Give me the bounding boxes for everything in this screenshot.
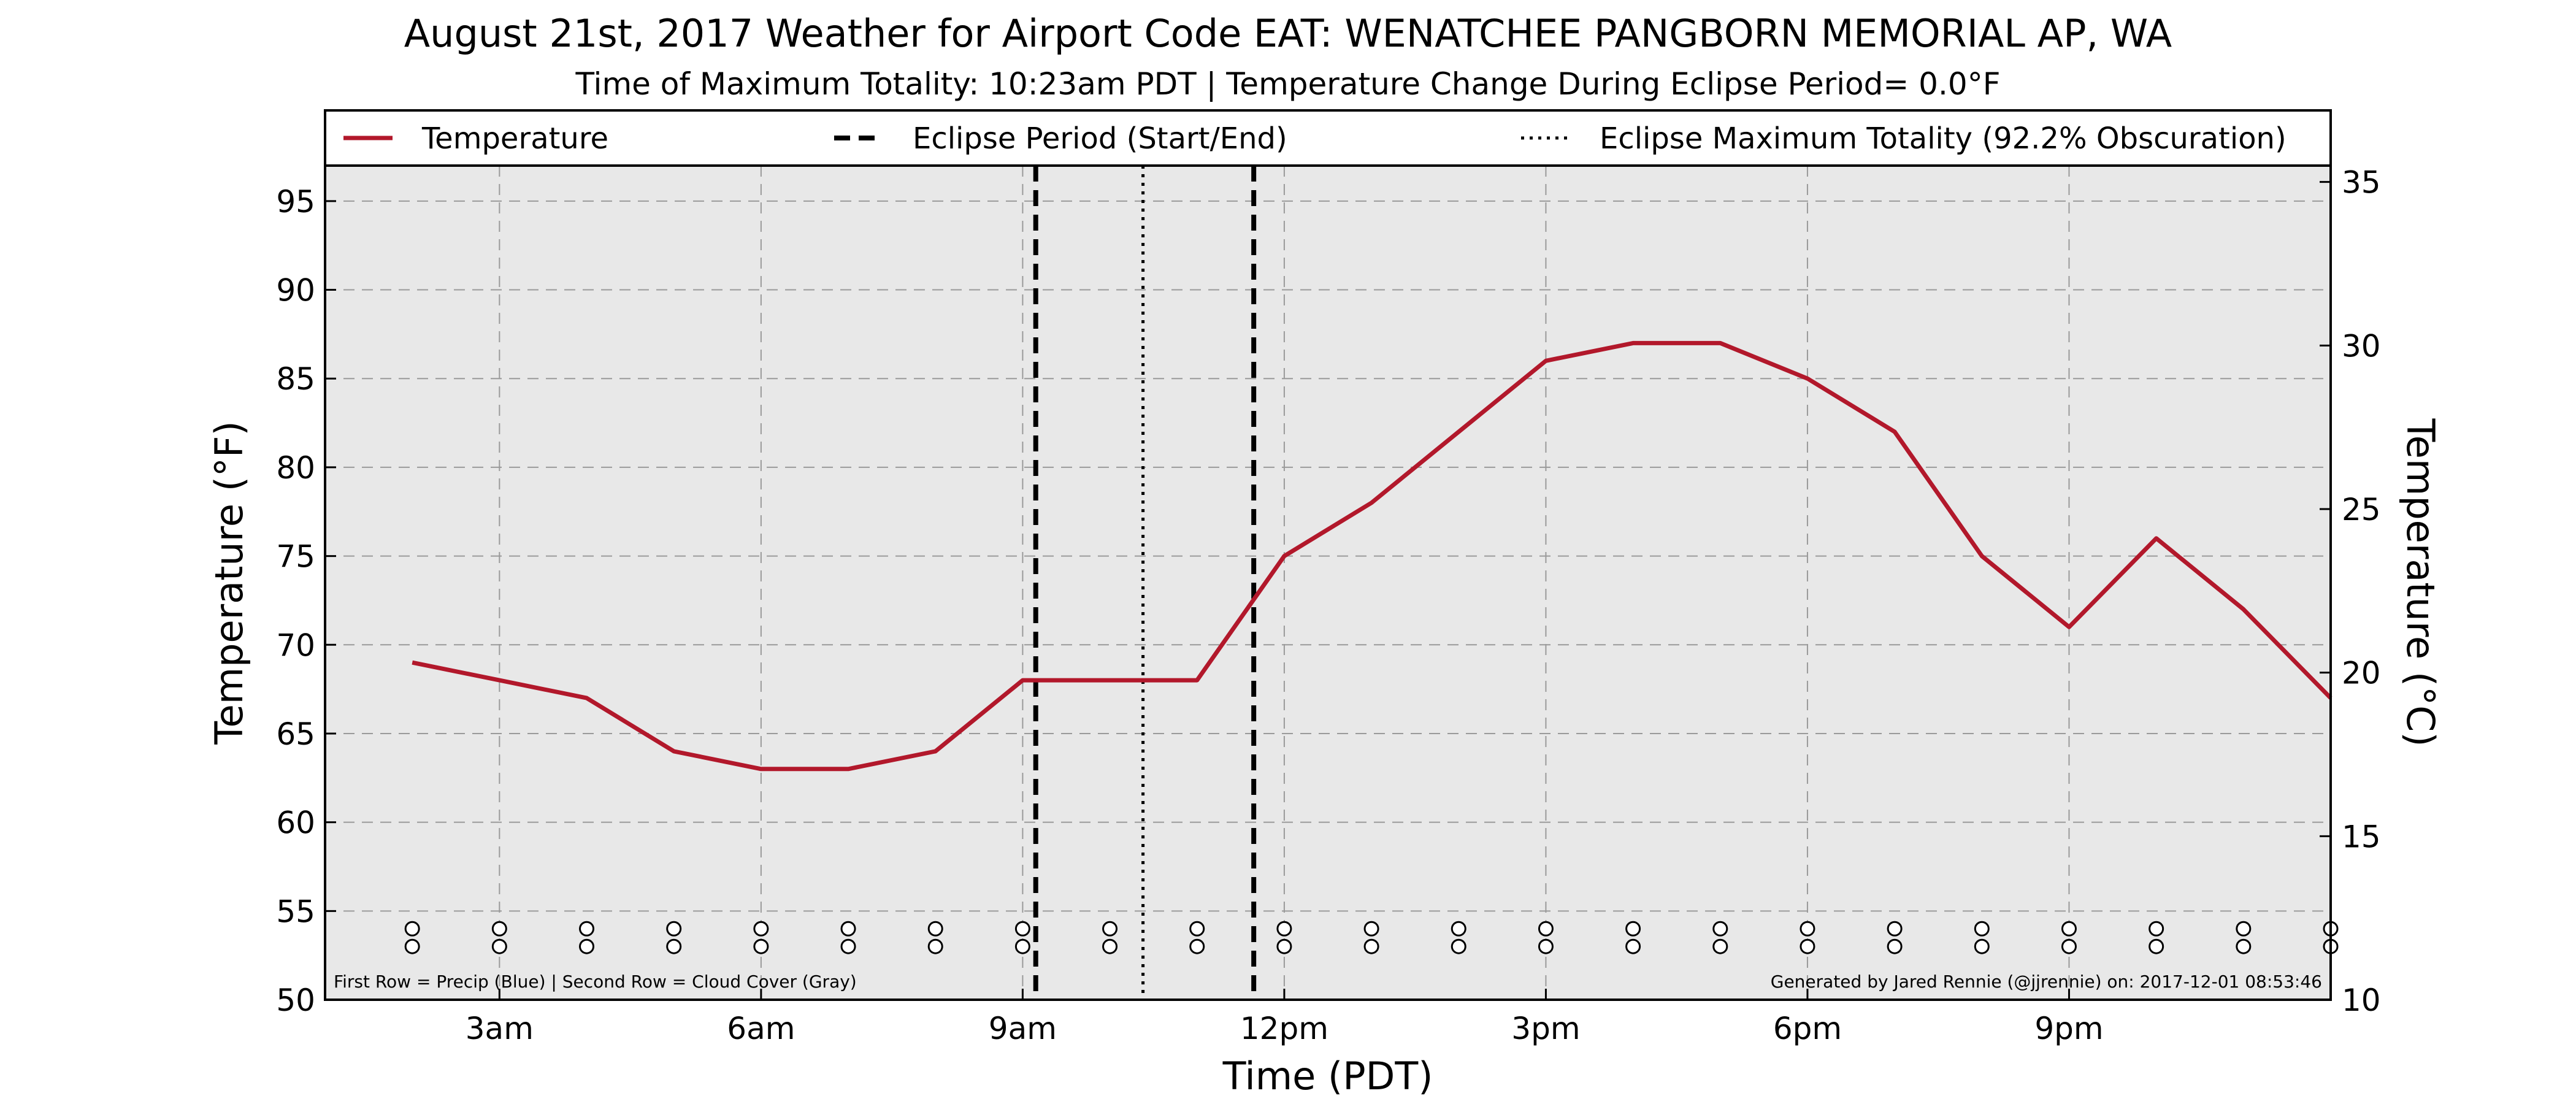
indicator-precip — [840, 921, 856, 937]
chart-subtitle: Time of Maximum Totality: 10:23am PDT | … — [575, 66, 2001, 102]
legend-label: Eclipse Period (Start/End) — [913, 121, 1287, 156]
legend: Temperature Eclipse Period (Start/End) Ecl… — [325, 110, 2331, 167]
indicator-precip — [2061, 921, 2077, 937]
legend-box — [325, 110, 2331, 166]
indicator-cloud-cover — [2236, 938, 2252, 954]
indicator-precip — [1887, 921, 1903, 937]
x-tick-label: 9pm — [2034, 1011, 2103, 1046]
footnote-left: First Row = Precip (Blue) | Second Row =… — [334, 972, 857, 992]
y-tick-label: 55 — [276, 894, 315, 929]
indicator-cloud-cover — [1276, 938, 1292, 954]
indicator-precip — [1625, 921, 1641, 937]
indicator-precip — [1538, 921, 1554, 937]
indicator-precip — [2149, 921, 2164, 937]
axes: 50 55 60 65 70 75 80 85 90 95 10 15 20 25 30 35 3am 6am 9a… — [207, 109, 2443, 1098]
indicator-cloud-cover — [1363, 938, 1379, 954]
indicator-precip — [1800, 921, 1815, 937]
indicator-precip — [753, 921, 769, 937]
x-tick-label: 9am — [989, 1011, 1057, 1046]
x-tick-label: 6am — [727, 1011, 795, 1046]
indicator-cloud-cover — [404, 938, 420, 954]
indicator-precip — [579, 921, 595, 937]
x-tick-label: 6pm — [1773, 1011, 1842, 1046]
indicator-cloud-cover — [1451, 938, 1466, 954]
footnote-right: Generated by Jared Rennie (@jjrennie) on… — [1771, 972, 2322, 992]
indicator-precip — [491, 921, 507, 937]
indicator-cloud-cover — [1625, 938, 1641, 954]
legend-label: Temperature — [421, 121, 608, 156]
indicator-cloud-cover — [491, 938, 507, 954]
indicator-precip — [1014, 921, 1030, 937]
indicator-cloud-cover — [1974, 938, 1990, 954]
x-tick-label: 12pm — [1240, 1011, 1328, 1046]
y-tick-label: 65 — [276, 716, 315, 752]
indicator-cloud-cover — [2061, 938, 2077, 954]
indicator-precip — [1189, 921, 1205, 937]
y2-tick-label: 35 — [2342, 165, 2381, 201]
indicator-cloud-cover — [753, 938, 769, 954]
y-tick-label: 80 — [276, 450, 315, 486]
indicator-precip — [1451, 921, 1466, 937]
indicator-precip — [2236, 921, 2252, 937]
indicator-cloud-cover — [1014, 938, 1030, 954]
indicator-cloud-cover — [840, 938, 856, 954]
plot-area: First Row = Precip (Blue) | Second Row =… — [325, 166, 2339, 1000]
y-axis-label: Temperature (°F) — [207, 421, 251, 745]
indicator-cloud-cover — [1189, 938, 1205, 954]
y2-tick-label: 30 — [2342, 328, 2381, 364]
indicator-cloud-cover — [1800, 938, 1815, 954]
chart-title: August 21st, 2017 Weather for Airport Co… — [404, 11, 2172, 56]
y2-tick-label: 10 — [2342, 983, 2381, 1018]
indicator-precip — [927, 921, 943, 937]
indicator-precip — [1712, 921, 1728, 937]
indicator-cloud-cover — [1712, 938, 1728, 954]
indicator-precip — [1974, 921, 1990, 937]
indicator-cloud-cover — [927, 938, 943, 954]
y2-tick-label: 20 — [2342, 656, 2381, 691]
plot-frame — [324, 109, 2332, 1001]
indicator-precip — [666, 921, 682, 937]
indicator-cloud-cover — [1887, 938, 1903, 954]
x-tick-label: 3pm — [1511, 1011, 1580, 1046]
indicator-precip — [1363, 921, 1379, 937]
indicator-cloud-cover — [1538, 938, 1554, 954]
y-tick-label: 95 — [276, 184, 315, 220]
indicator-precip — [1102, 921, 1118, 937]
x-axis-label: Time (PDT) — [1222, 1054, 1433, 1098]
x-tick-label: 3am — [466, 1011, 534, 1046]
y-tick-label: 50 — [276, 983, 315, 1018]
indicator-cloud-cover — [666, 938, 682, 954]
plot-background — [325, 166, 2331, 1000]
y-tick-label: 70 — [276, 627, 315, 663]
y-tick-label: 60 — [276, 805, 315, 841]
legend-label: Eclipse Maximum Totality (92.2% Obscurat… — [1600, 121, 2287, 156]
indicator-precip — [1276, 921, 1292, 937]
indicator-cloud-cover — [2149, 938, 2164, 954]
y-tick-label: 75 — [276, 539, 315, 575]
y-tick-label: 90 — [276, 273, 315, 309]
y2-axis-label: Temperature (°C) — [2398, 418, 2443, 746]
y2-tick-label: 25 — [2342, 492, 2381, 527]
indicator-cloud-cover — [1102, 938, 1118, 954]
indicator-cloud-cover — [579, 938, 595, 954]
y2-tick-label: 15 — [2342, 819, 2381, 854]
y-tick-label: 85 — [276, 361, 315, 397]
indicator-precip — [404, 921, 420, 937]
